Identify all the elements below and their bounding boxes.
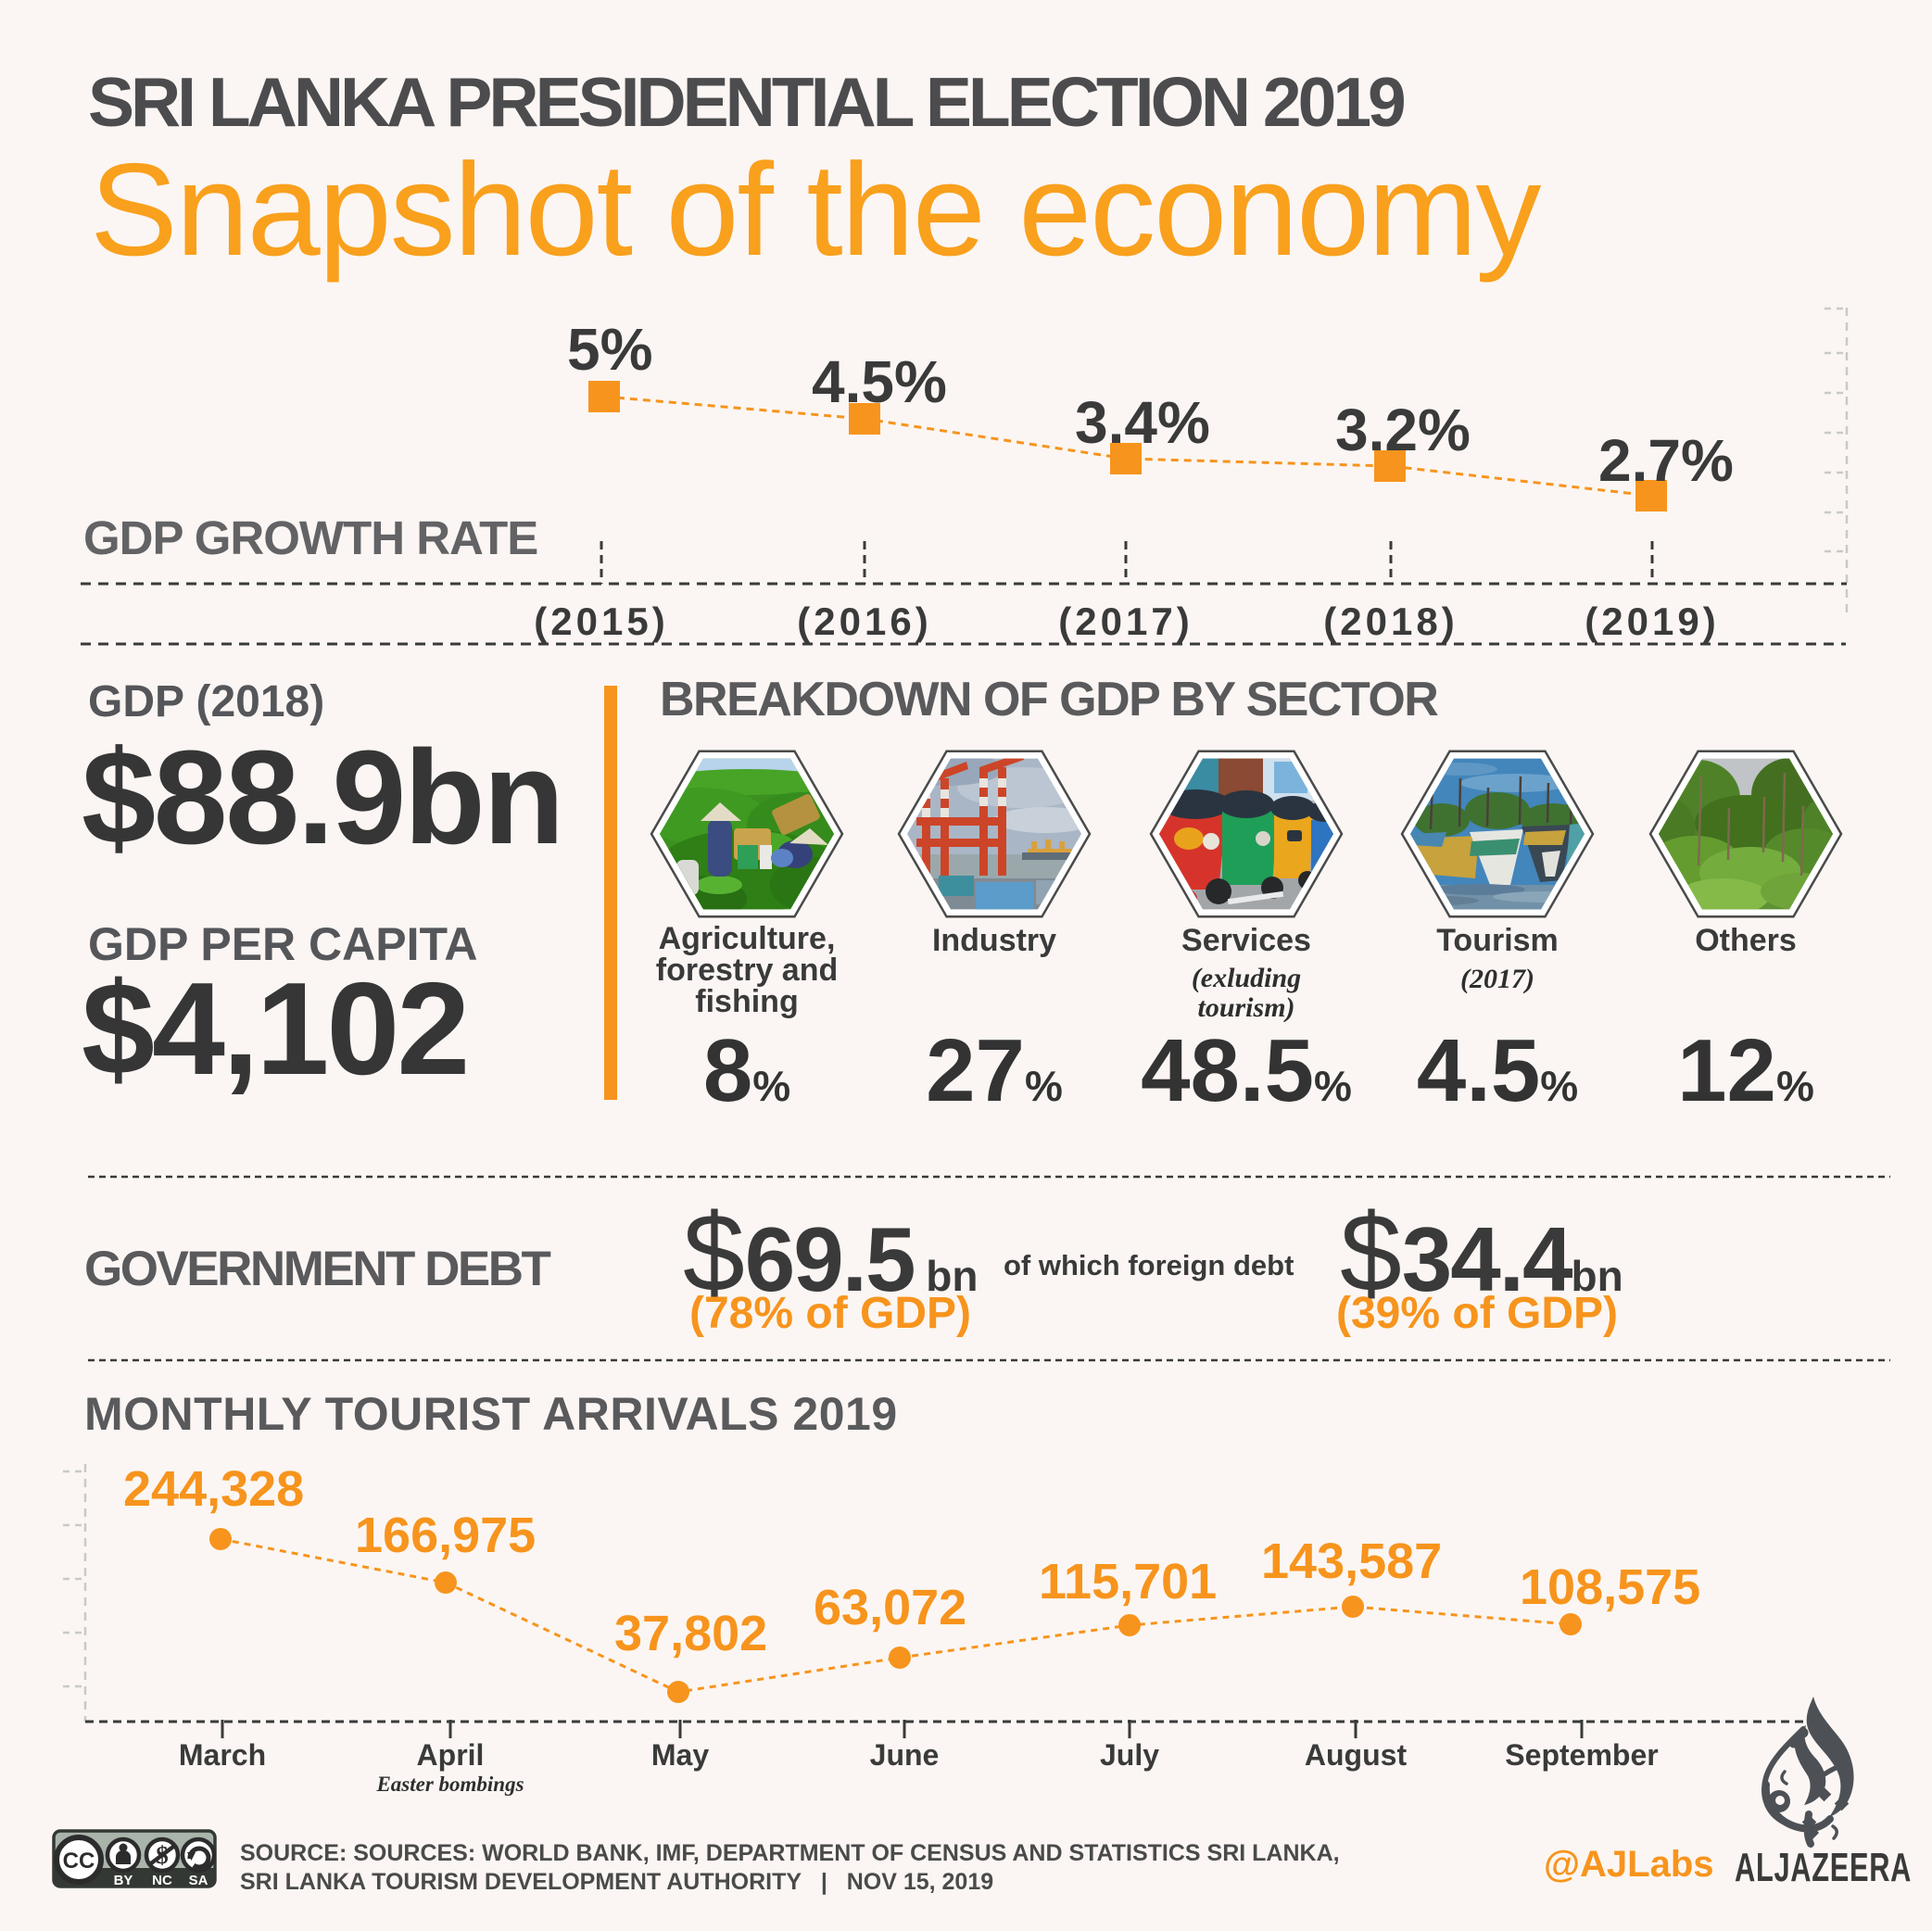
svg-text:CC: CC <box>63 1849 95 1874</box>
svg-text:SA: SA <box>189 1873 208 1888</box>
svg-text:BY: BY <box>114 1873 133 1888</box>
svg-text:NC: NC <box>152 1873 172 1888</box>
